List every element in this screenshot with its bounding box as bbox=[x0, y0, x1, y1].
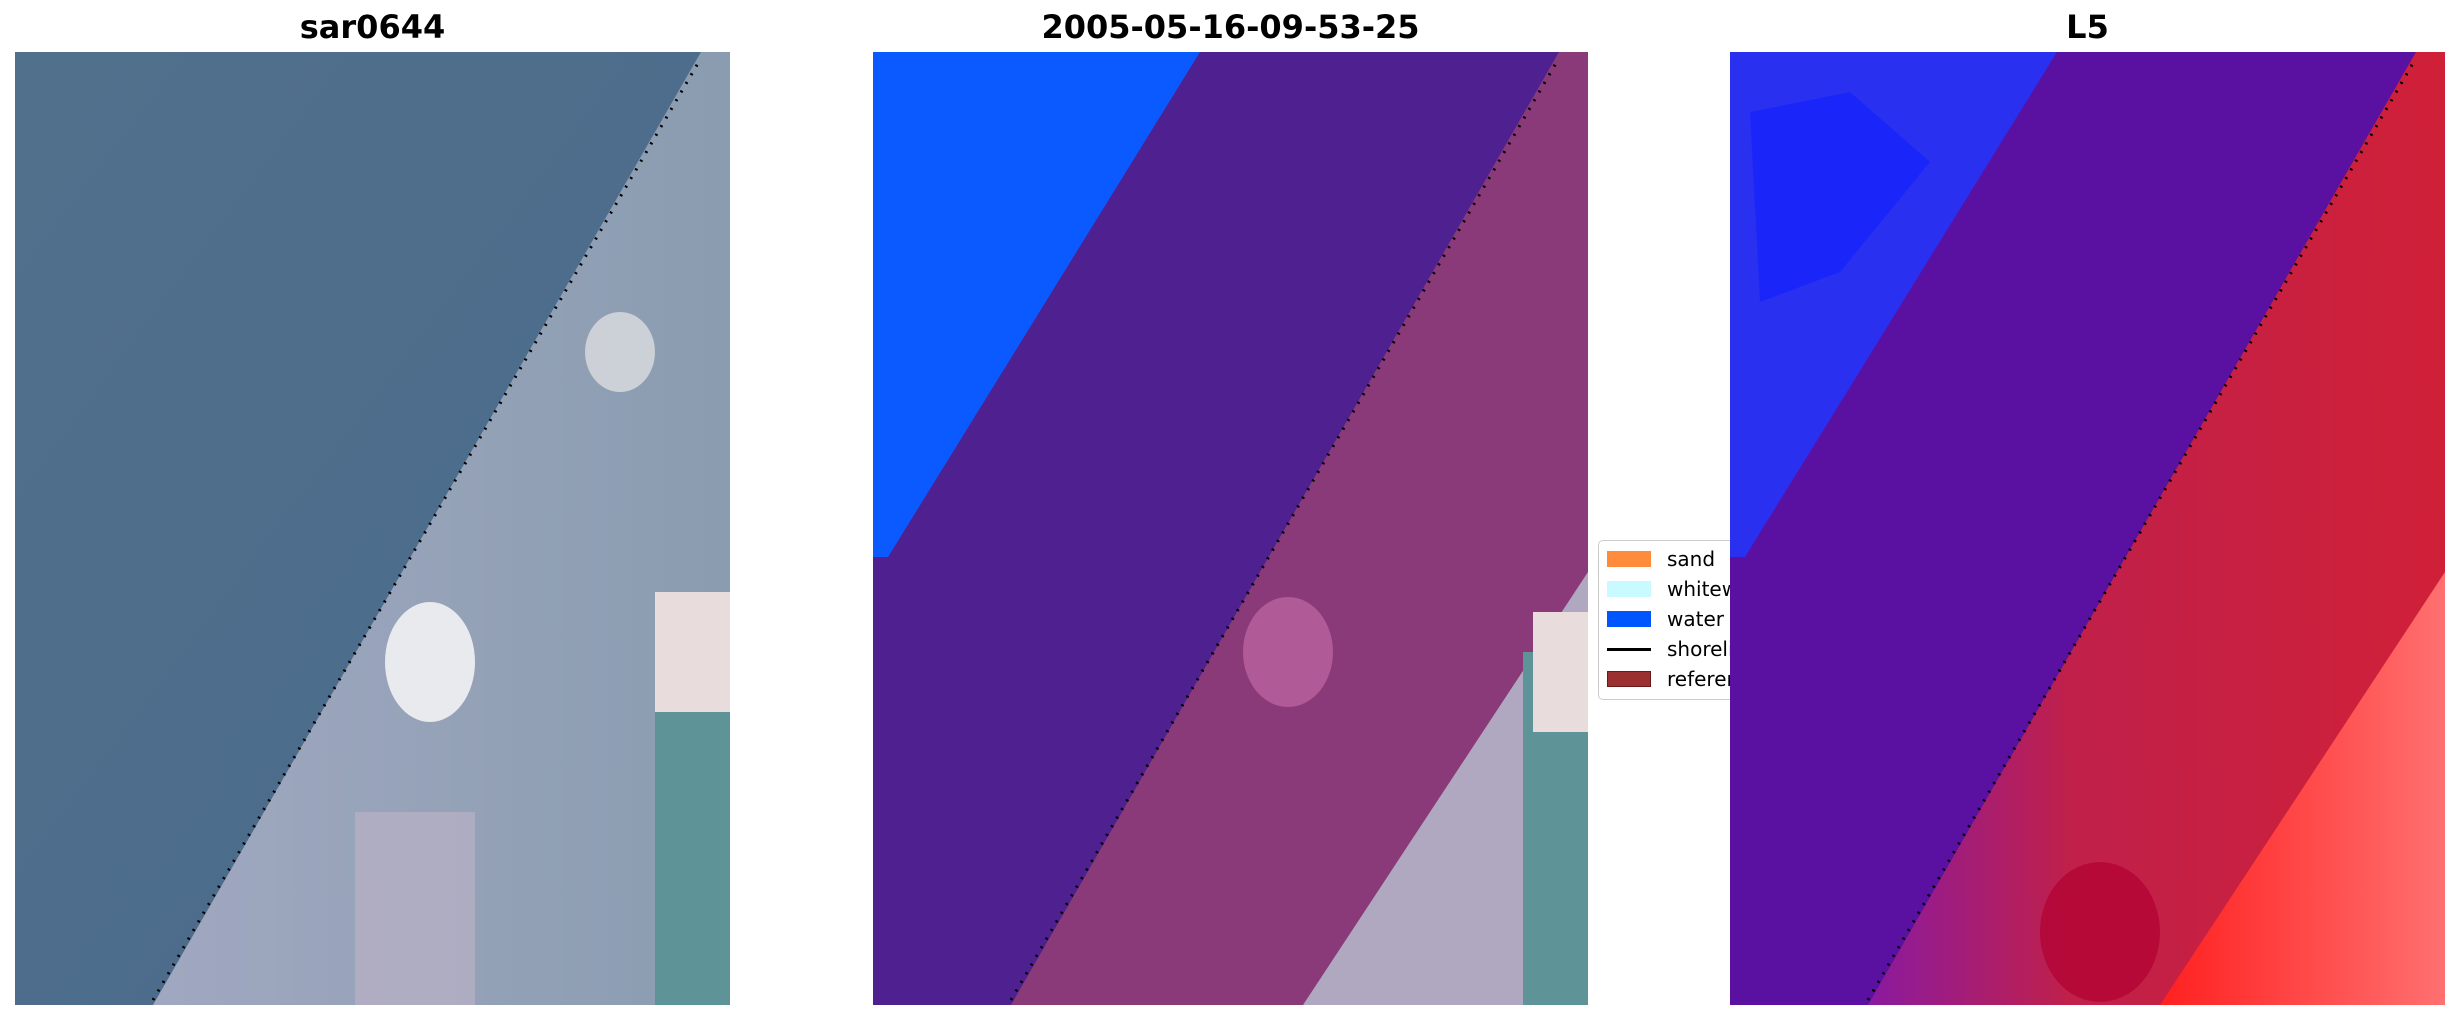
water-swatch bbox=[1607, 611, 1651, 627]
legend-label: water bbox=[1667, 607, 1724, 631]
legend-label: sand bbox=[1667, 547, 1716, 571]
whitewater-swatch bbox=[1607, 581, 1651, 597]
shoreline-line-icon bbox=[1607, 647, 1651, 651]
legend: sand whitewater water shoreline referenc… bbox=[1598, 540, 1779, 700]
legend-item-water: water bbox=[1607, 607, 1724, 631]
rgb-image-panel bbox=[15, 52, 730, 1005]
l5-probability-panel bbox=[1730, 52, 2445, 1005]
panel-title-2: 2005-05-16-09-53-25 bbox=[1041, 8, 1420, 46]
panel-title-1: sar0644 bbox=[299, 8, 446, 46]
panel-title-3: L5 bbox=[2066, 8, 2109, 46]
sand-swatch bbox=[1607, 551, 1651, 567]
classification-panel bbox=[873, 52, 1588, 1005]
legend-item-sand: sand bbox=[1607, 547, 1715, 571]
reference-swatch bbox=[1607, 671, 1651, 687]
